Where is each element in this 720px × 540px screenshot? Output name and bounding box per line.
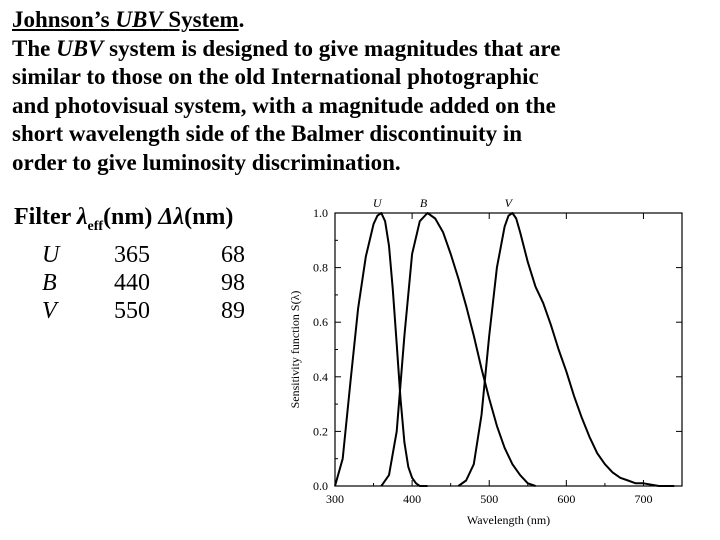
sensitivity-chart: 300 400 500 600 700 0.0 0.2 0.4 0.6 0.8 1.0 Wavelen… [288,196,683,527]
lambda-eff-value: 440 [114,269,150,296]
header-dlambda: Δλ [158,204,185,230]
y-tick-label: 1.0 [313,206,328,220]
delta-lambda-value: 89 [221,297,245,324]
paragraph-line-5: order to give luminosity discrimination. [12,149,401,175]
filter-name: B [42,269,57,296]
table-row: V 550 89 [14,297,245,325]
curve-label: B [420,196,428,210]
title-period: . [238,7,245,32]
x-tick-label: 600 [557,492,575,506]
lambda-eff-value: 365 [114,241,150,268]
paragraph-line-2: similar to those on the old Internationa… [12,64,539,89]
curve-label: U [373,196,383,210]
series-line-v [457,212,675,487]
y-tick-label: 0.6 [313,315,328,329]
filter-table-header: Filter λeff(nm) Δλ(nm) [14,203,233,241]
para-ubv: UBV [56,35,104,61]
filter-name: V [42,297,57,324]
curve-label: V [505,196,514,210]
filter-table: Filter λeff(nm) Δλ(nm) U 365 68 B 440 98… [14,203,245,325]
delta-lambda-value: 98 [221,269,245,296]
paragraph-line-1: The UBV system is designed to give magni… [12,35,712,64]
x-tick-label: 400 [403,492,421,506]
para-pre: The [12,35,51,61]
x-tick-label: 500 [480,492,498,506]
x-tick-label: 300 [326,492,344,506]
delta-lambda-value: 68 [221,241,245,268]
y-axis-label: Sensitivity function S(λ) [288,291,302,409]
filter-name: U [42,241,60,268]
x-axis-label: Wavelength (nm) [467,513,550,527]
paragraph-line-4: short wavelength side of the Balmer disc… [12,121,523,146]
lambda-eff-value: 550 [114,297,150,324]
y-tick-label: 0.4 [313,370,328,384]
header-eff: eff [87,218,104,234]
table-row: B 440 98 [14,269,245,297]
y-tick-label: 0.2 [313,424,328,438]
header-lambda: λ [76,204,88,230]
series-line-b [380,212,536,487]
x-tick-label: 700 [634,492,652,506]
para-line1-rest: system is designed to give magnitudes th… [109,35,561,61]
heading-block: Johnson’s UBV System. The UBV system is … [12,6,712,177]
table-row: U 365 68 [14,241,245,269]
y-tick-label: 0.8 [313,261,328,275]
title-system: System [168,7,239,32]
title-name: Johnson’s [12,7,110,32]
paragraph-line-3: and photovisual system, with a magnitude… [12,92,556,118]
plot-frame [334,212,683,487]
title-ubv: UBV [115,7,163,32]
series-line-u [334,212,428,487]
header-filter: Filter [14,204,71,230]
page-title: Johnson’s UBV System. [12,6,712,35]
header-nm2: (nm) [184,204,234,230]
y-tick-label: 0.0 [313,479,328,493]
header-nm1: (nm) [103,204,153,230]
